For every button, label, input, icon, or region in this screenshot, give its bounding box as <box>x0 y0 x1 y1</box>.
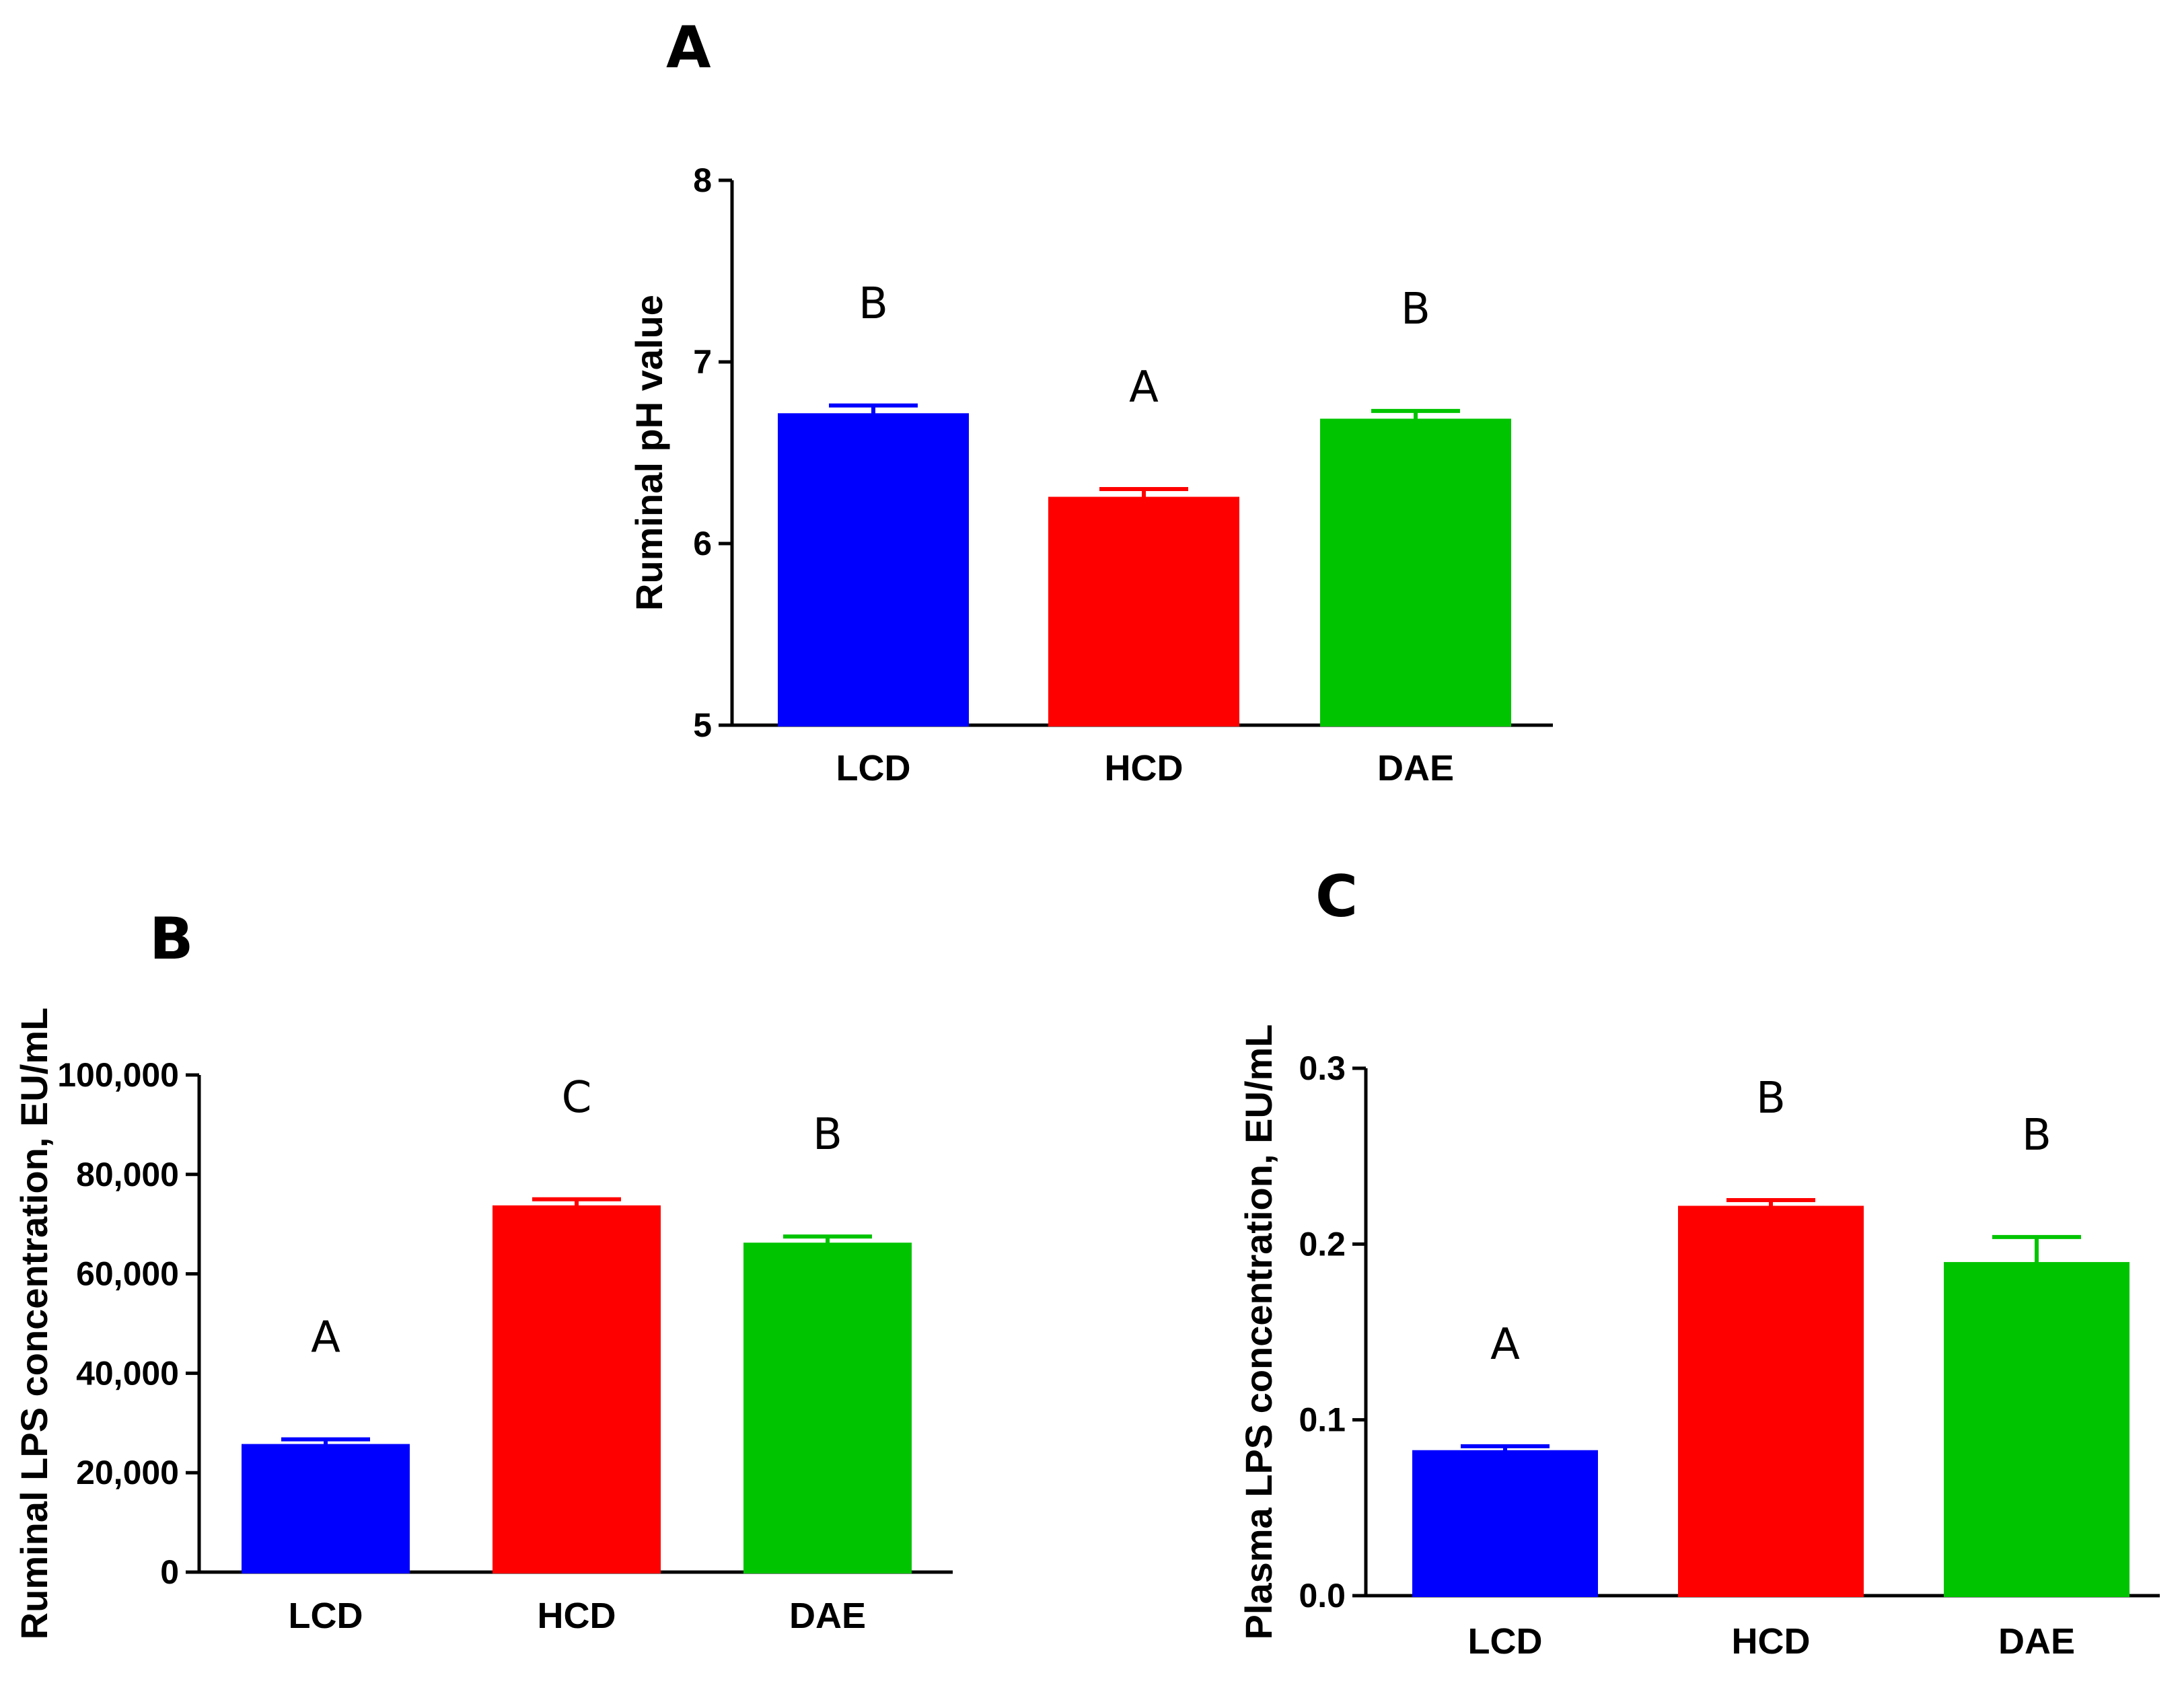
panel-b-bar-hcd <box>493 1205 661 1573</box>
panel-c-bar-dae <box>1944 1262 2130 1597</box>
panel-b-ylabel: Ruminal LPS concentration, EU/mL <box>13 1008 55 1640</box>
panel-b-category-hcd: HCD <box>538 1596 616 1636</box>
panel-c-ytick-label: 0.1 <box>1299 1401 1346 1439</box>
panel-b-category-lcd: LCD <box>289 1596 363 1636</box>
panel-a-ylabel: Ruminal pH value <box>628 295 670 611</box>
panel-c-sig-lcd: A <box>1490 1320 1520 1370</box>
panel-b-ytick-label: 100,000 <box>57 1056 179 1094</box>
panel-b-ytick-label: 40,000 <box>76 1354 179 1392</box>
panel-a-bar-lcd <box>778 413 969 727</box>
panel-b-sig-lcd: A <box>311 1313 340 1363</box>
panel-b-sig-hcd: C <box>562 1073 592 1123</box>
panel-c-bar-lcd <box>1412 1450 1598 1598</box>
panel-b-chart: 0 20,000 40,000 60,000 80,000 100,000 LCD A HCD C… <box>13 1008 953 1640</box>
panel-b-bar-dae <box>743 1242 912 1573</box>
panel-label-c: C <box>1315 863 1358 930</box>
panel-c-ylabel: Plasma LPS concentration, EU/mL <box>1237 1025 1280 1640</box>
panel-b-ytick-label: 0 <box>160 1553 179 1591</box>
panel-c-ytick-label: 0.3 <box>1299 1049 1346 1087</box>
panel-c-chart: 0.0 0.1 0.2 0.3 LCD A HCD B DAE B Plasma LPS conce… <box>1237 1025 2160 1662</box>
panel-c-category-dae: DAE <box>1998 1621 2075 1662</box>
panel-b-sig-dae: B <box>813 1110 842 1160</box>
panel-c-sig-hcd: B <box>1756 1074 1786 1123</box>
panel-c-ytick-label: 0.0 <box>1299 1577 1346 1614</box>
panel-b-ytick-label: 20,000 <box>76 1454 179 1491</box>
panel-label-b: B <box>149 905 194 973</box>
panel-c-category-lcd: LCD <box>1468 1621 1543 1662</box>
panel-label-a: A <box>666 14 711 81</box>
panel-a-sig-dae: B <box>1401 285 1430 334</box>
panel-a-category-hcd: HCD <box>1105 748 1184 788</box>
panel-a-ytick-label: 8 <box>693 161 712 199</box>
panel-b-category-dae: DAE <box>789 1596 866 1636</box>
panel-a-category-dae: DAE <box>1377 748 1454 788</box>
panel-c-ytick-label: 0.2 <box>1299 1225 1346 1263</box>
panel-a-bar-hcd <box>1048 496 1239 727</box>
panel-a-category-lcd: LCD <box>836 748 911 788</box>
panel-a-sig-lcd: B <box>859 279 888 329</box>
panel-a-ytick-label: 5 <box>693 706 712 744</box>
panel-a-ytick-label: 7 <box>693 343 712 381</box>
panel-c-category-hcd: HCD <box>1732 1621 1811 1662</box>
panel-a-ytick-label: 6 <box>693 525 712 562</box>
panel-b-ytick-label: 60,000 <box>76 1255 179 1293</box>
panel-b-bar-lcd <box>242 1444 410 1573</box>
panel-a-bar-dae <box>1320 418 1511 727</box>
panel-c-sig-dae: B <box>2022 1111 2051 1160</box>
panel-a-chart: 5 6 7 8 LCD B HCD A DAE B Ruminal pH value <box>628 161 1553 788</box>
panel-c-bar-hcd <box>1678 1205 1864 1598</box>
panel-a-sig-hcd: A <box>1129 363 1159 412</box>
panel-b-ytick-label: 80,000 <box>76 1156 179 1193</box>
